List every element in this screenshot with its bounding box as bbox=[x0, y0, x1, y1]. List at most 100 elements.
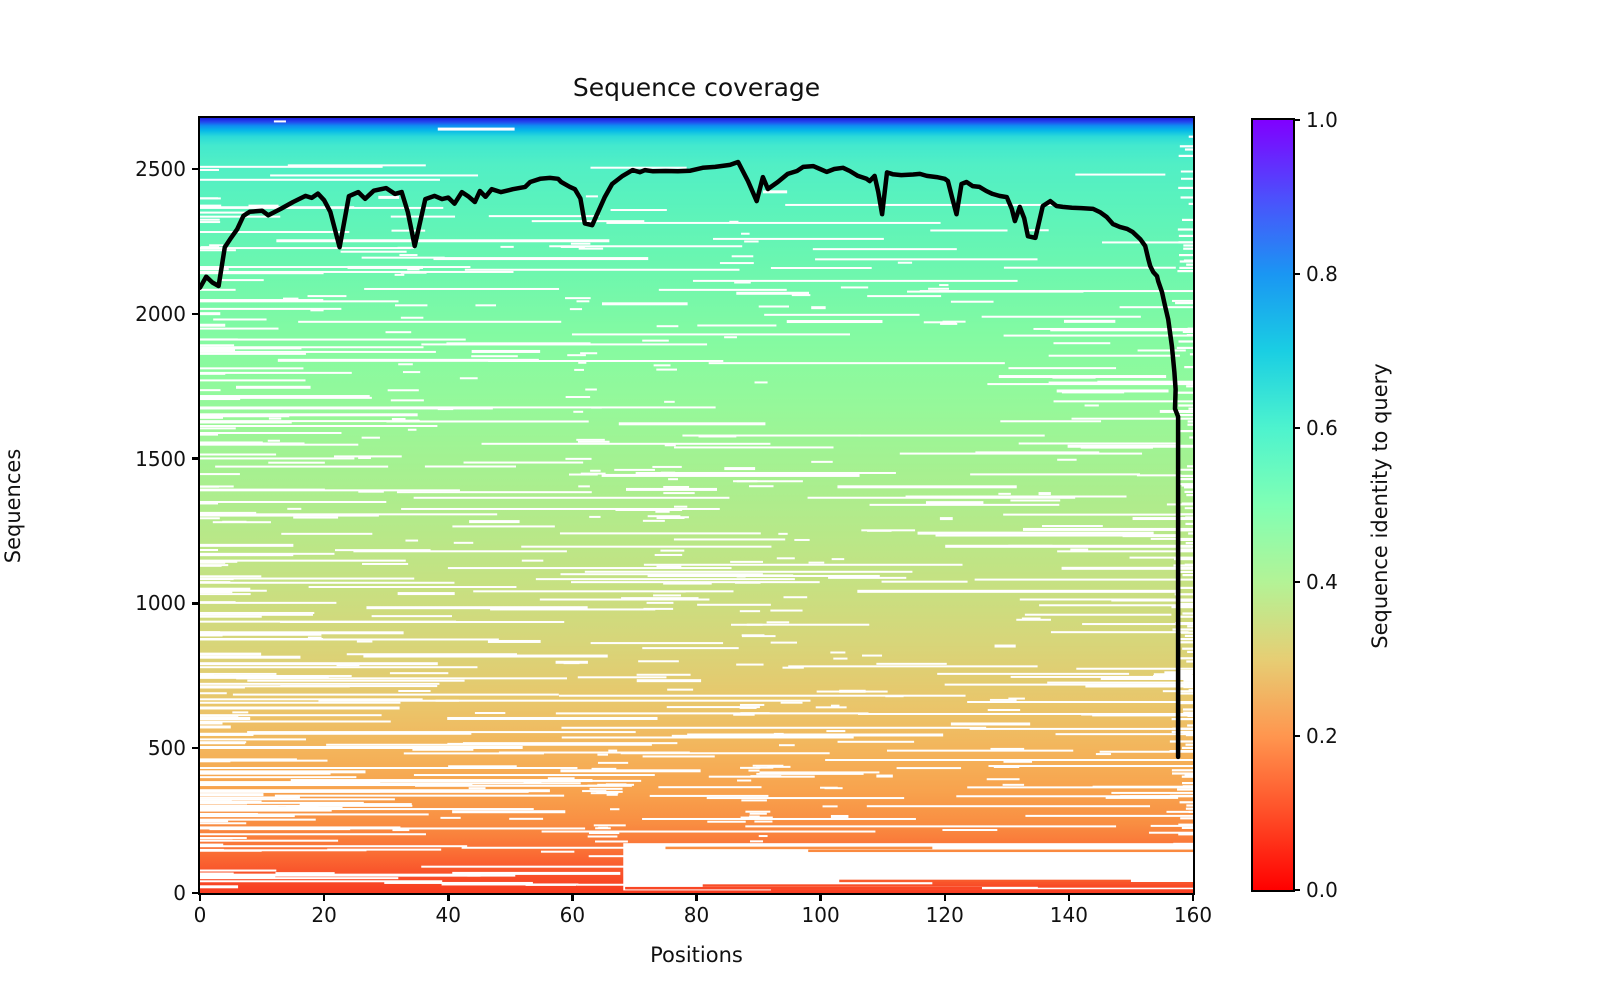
coverage-gap bbox=[199, 633, 321, 636]
coverage-gap bbox=[282, 297, 298, 300]
coverage-gap bbox=[950, 300, 994, 303]
coverage-gap bbox=[402, 370, 420, 373]
coverage-gap bbox=[886, 749, 1073, 752]
coverage-gap bbox=[590, 641, 723, 644]
coverage-gap bbox=[1002, 760, 1032, 763]
coverage-gap bbox=[686, 732, 943, 736]
coverage-gap bbox=[1007, 697, 1025, 700]
coverage-gap bbox=[463, 461, 583, 464]
coverage-gap bbox=[998, 374, 1166, 378]
coverage-gap bbox=[899, 452, 1142, 455]
colorbar-tick-label: 0.6 bbox=[1306, 416, 1338, 440]
coverage-gap bbox=[199, 655, 300, 659]
coverage-gap bbox=[578, 247, 603, 250]
coverage-gap bbox=[1181, 781, 1193, 784]
coverage-gap bbox=[1150, 537, 1193, 540]
coverage-gap bbox=[1179, 615, 1193, 618]
coverage-gap bbox=[540, 850, 574, 853]
coverage-gap bbox=[199, 265, 470, 268]
coverage-gap bbox=[1183, 682, 1193, 685]
coverage-gap bbox=[830, 704, 839, 707]
coverage-gap bbox=[297, 320, 561, 323]
coverage-gap bbox=[394, 303, 427, 306]
coverage-gap bbox=[462, 741, 677, 744]
coverage-gap bbox=[769, 609, 803, 612]
coverage-gap bbox=[641, 817, 916, 820]
coverage-gap bbox=[993, 765, 1019, 768]
coverage-gap bbox=[744, 810, 770, 813]
sequence-row bbox=[624, 886, 982, 889]
coverage-gap bbox=[1185, 541, 1193, 544]
coverage-gap bbox=[199, 230, 349, 233]
coverage-gap bbox=[199, 836, 247, 839]
coverage-gap bbox=[655, 368, 677, 371]
coverage-gap bbox=[1002, 513, 1182, 516]
coverage-gap bbox=[579, 351, 597, 354]
coverage-gap bbox=[199, 661, 438, 665]
coverage-gap bbox=[712, 237, 884, 240]
coverage-gap bbox=[658, 288, 787, 291]
coverage-gap bbox=[1074, 173, 1165, 176]
coverage-gap bbox=[989, 747, 1024, 750]
coverage-gap bbox=[199, 759, 328, 762]
coverage-gap bbox=[1173, 557, 1193, 560]
coverage-gap bbox=[938, 289, 957, 292]
coverage-gap bbox=[199, 345, 424, 348]
coverage-gap bbox=[673, 505, 687, 508]
coverage-gap bbox=[199, 783, 472, 786]
coverage-gap bbox=[577, 361, 586, 364]
coverage-gap bbox=[565, 395, 590, 398]
coverage-gap bbox=[1184, 147, 1193, 151]
coverage-gap bbox=[641, 339, 669, 342]
coverage-gap bbox=[468, 519, 520, 523]
coverage-gap bbox=[212, 520, 271, 523]
coverage-gap bbox=[199, 821, 246, 824]
coverage-gap bbox=[875, 774, 893, 778]
coverage-gap bbox=[199, 563, 228, 566]
coverage-gap bbox=[830, 814, 848, 818]
coverage-gap bbox=[464, 268, 739, 271]
coverage-gap bbox=[199, 807, 534, 810]
coverage-gap bbox=[199, 630, 220, 633]
x-tick-label: 60 bbox=[559, 903, 586, 927]
coverage-gap bbox=[1180, 483, 1193, 487]
x-tick-label: 120 bbox=[925, 903, 964, 927]
coverage-gap bbox=[531, 219, 644, 222]
coverage-gap bbox=[400, 507, 720, 510]
coverage-gap bbox=[199, 220, 220, 223]
coverage-gap bbox=[825, 729, 845, 732]
coverage-gap bbox=[199, 559, 406, 562]
coverage-gap bbox=[1178, 482, 1193, 485]
coverage-gap bbox=[1061, 566, 1193, 570]
coverage-gap bbox=[199, 874, 275, 878]
coverage-gap bbox=[649, 794, 768, 797]
coverage-gap bbox=[784, 203, 1059, 206]
coverage-gap bbox=[199, 415, 223, 419]
coverage-gap bbox=[659, 549, 684, 552]
coverage-gap bbox=[1188, 810, 1193, 813]
coverage-gap bbox=[199, 809, 332, 812]
coverage-gap bbox=[1056, 458, 1077, 461]
coverage-gap bbox=[199, 713, 382, 716]
coverage-gap bbox=[1181, 826, 1193, 829]
x-tick bbox=[819, 893, 822, 901]
coverage-gap bbox=[744, 824, 1116, 827]
coverage-gap bbox=[739, 711, 770, 714]
coverage-gap bbox=[1174, 301, 1193, 304]
coverage-gap bbox=[286, 507, 301, 510]
coverage-gap bbox=[199, 825, 400, 828]
y-tick-label: 0 bbox=[173, 881, 186, 905]
coverage-gap bbox=[468, 786, 486, 789]
coverage-gap bbox=[938, 283, 949, 286]
coverage-gap bbox=[741, 633, 764, 636]
coverage-gap bbox=[555, 660, 588, 664]
coverage-gap bbox=[235, 676, 567, 679]
coverage-gap bbox=[822, 804, 838, 807]
coverage-gap bbox=[420, 865, 813, 868]
coverage-gap bbox=[199, 819, 228, 822]
coverage-gap bbox=[838, 689, 866, 693]
coverage-gap bbox=[400, 271, 427, 274]
coverage-gap bbox=[1041, 524, 1103, 527]
coverage-gap bbox=[656, 324, 678, 327]
coverage-gap bbox=[481, 442, 770, 445]
